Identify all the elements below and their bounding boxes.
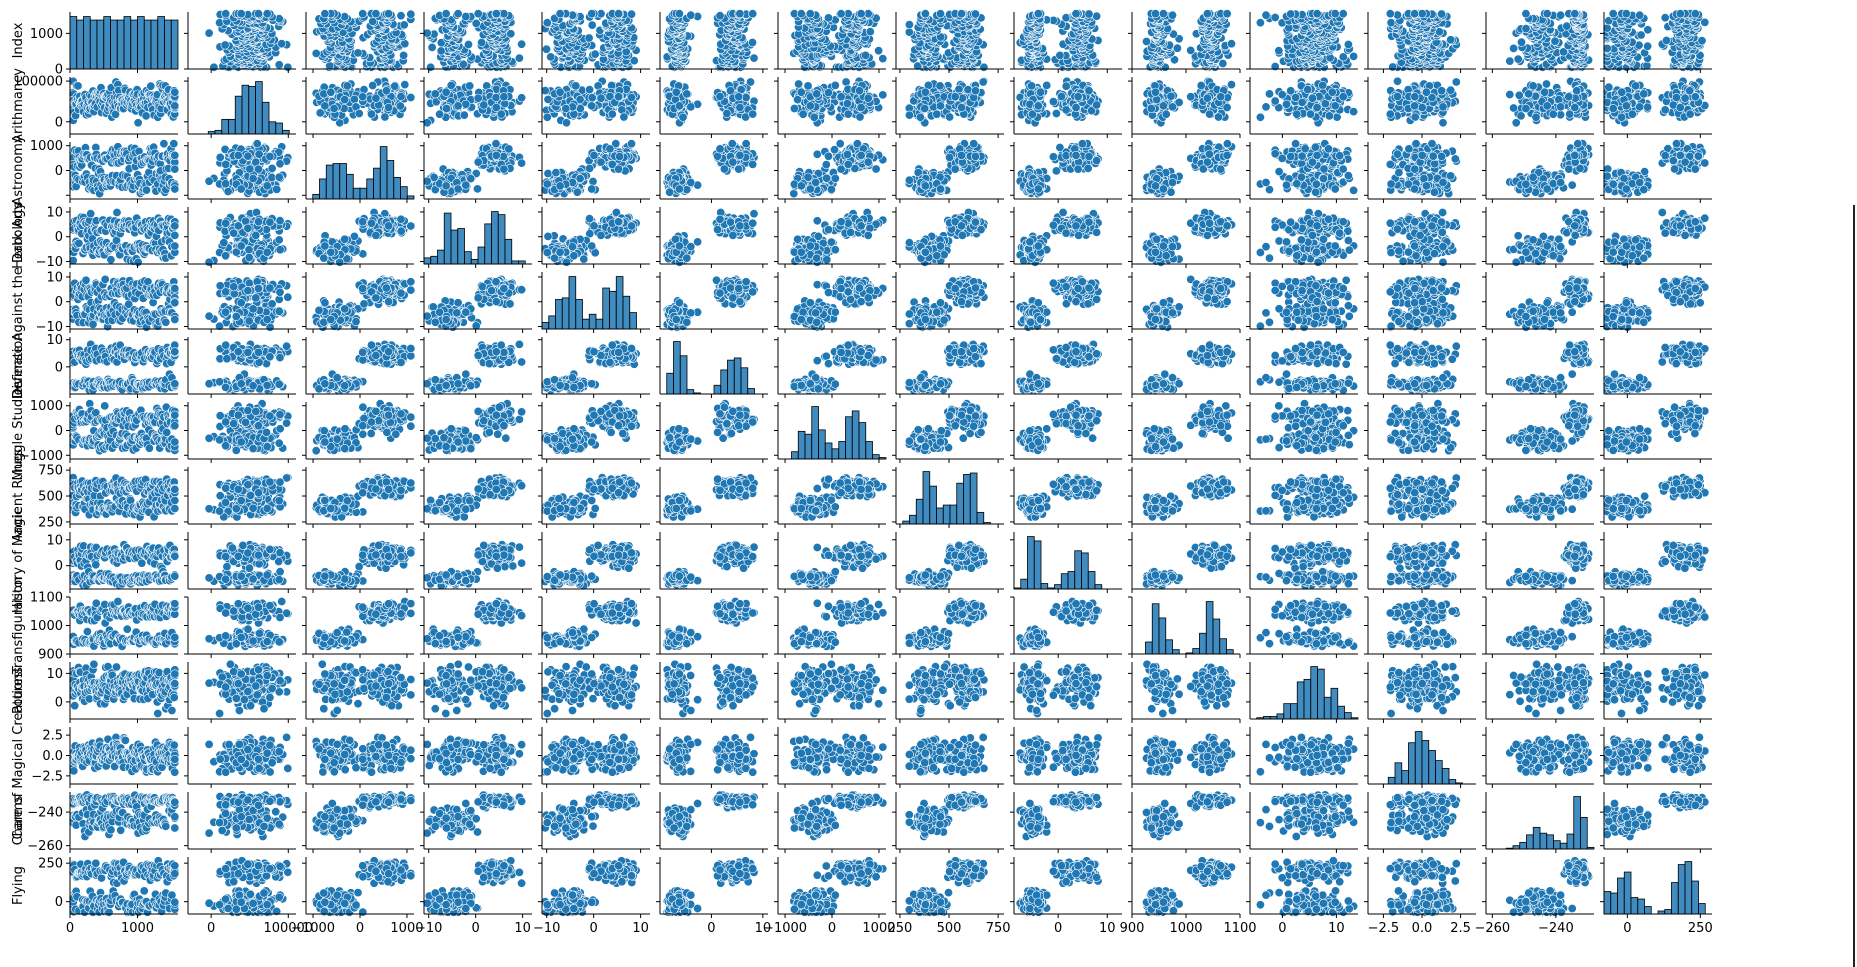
scatter-point [454, 10, 462, 18]
scatter-point [492, 10, 500, 18]
hist-bar [111, 20, 118, 69]
scatter-point [359, 10, 367, 18]
scatter-point [312, 49, 320, 57]
scatter-point [464, 40, 472, 48]
scatter-point [397, 12, 405, 20]
panel-0-4 [538, 10, 650, 74]
panel-0-2 [302, 10, 415, 74]
hist-bar [84, 17, 91, 69]
scatter-point [437, 47, 445, 55]
scatter-point [205, 29, 213, 37]
hist-bar [104, 17, 111, 69]
scatter-point [399, 51, 407, 59]
scatter-point [221, 41, 229, 49]
panel-0-1 [184, 10, 296, 74]
scatter-point [500, 10, 508, 18]
scatter-point [372, 10, 380, 18]
scatter-point [341, 13, 349, 21]
scatter-point [321, 10, 329, 18]
hist-bar [97, 20, 104, 69]
scatter-point [384, 10, 392, 18]
scatter-point [474, 10, 482, 18]
hist-bar [158, 17, 165, 69]
hist-bar [77, 20, 84, 69]
hist-bar [165, 20, 172, 69]
scatter-point [426, 63, 434, 71]
scatter-point [237, 10, 245, 18]
scatter-point [462, 12, 470, 20]
scatter-point [275, 61, 283, 69]
scatter-point [515, 54, 523, 62]
hist-bar [124, 17, 131, 69]
scatter-point [254, 10, 262, 18]
hist-bar [90, 20, 97, 69]
scatter-point [263, 10, 271, 18]
hist-bar [131, 20, 138, 69]
scatter-point [517, 40, 525, 48]
scatter-point [407, 10, 415, 18]
hist-bar [70, 17, 77, 69]
hist-bar [144, 20, 151, 69]
hist-bar [117, 20, 124, 69]
panel-0-3 [420, 10, 532, 74]
panel-0-0 [66, 12, 178, 73]
scatter-point [215, 19, 223, 27]
hist-bar [151, 20, 158, 69]
scatter-point [477, 38, 485, 46]
scatter-point [222, 10, 230, 18]
hist-bar [138, 17, 145, 69]
scatter-point [354, 49, 362, 57]
scatter-point [442, 10, 450, 18]
scatter-point [428, 43, 436, 51]
hist-bar [171, 20, 178, 69]
